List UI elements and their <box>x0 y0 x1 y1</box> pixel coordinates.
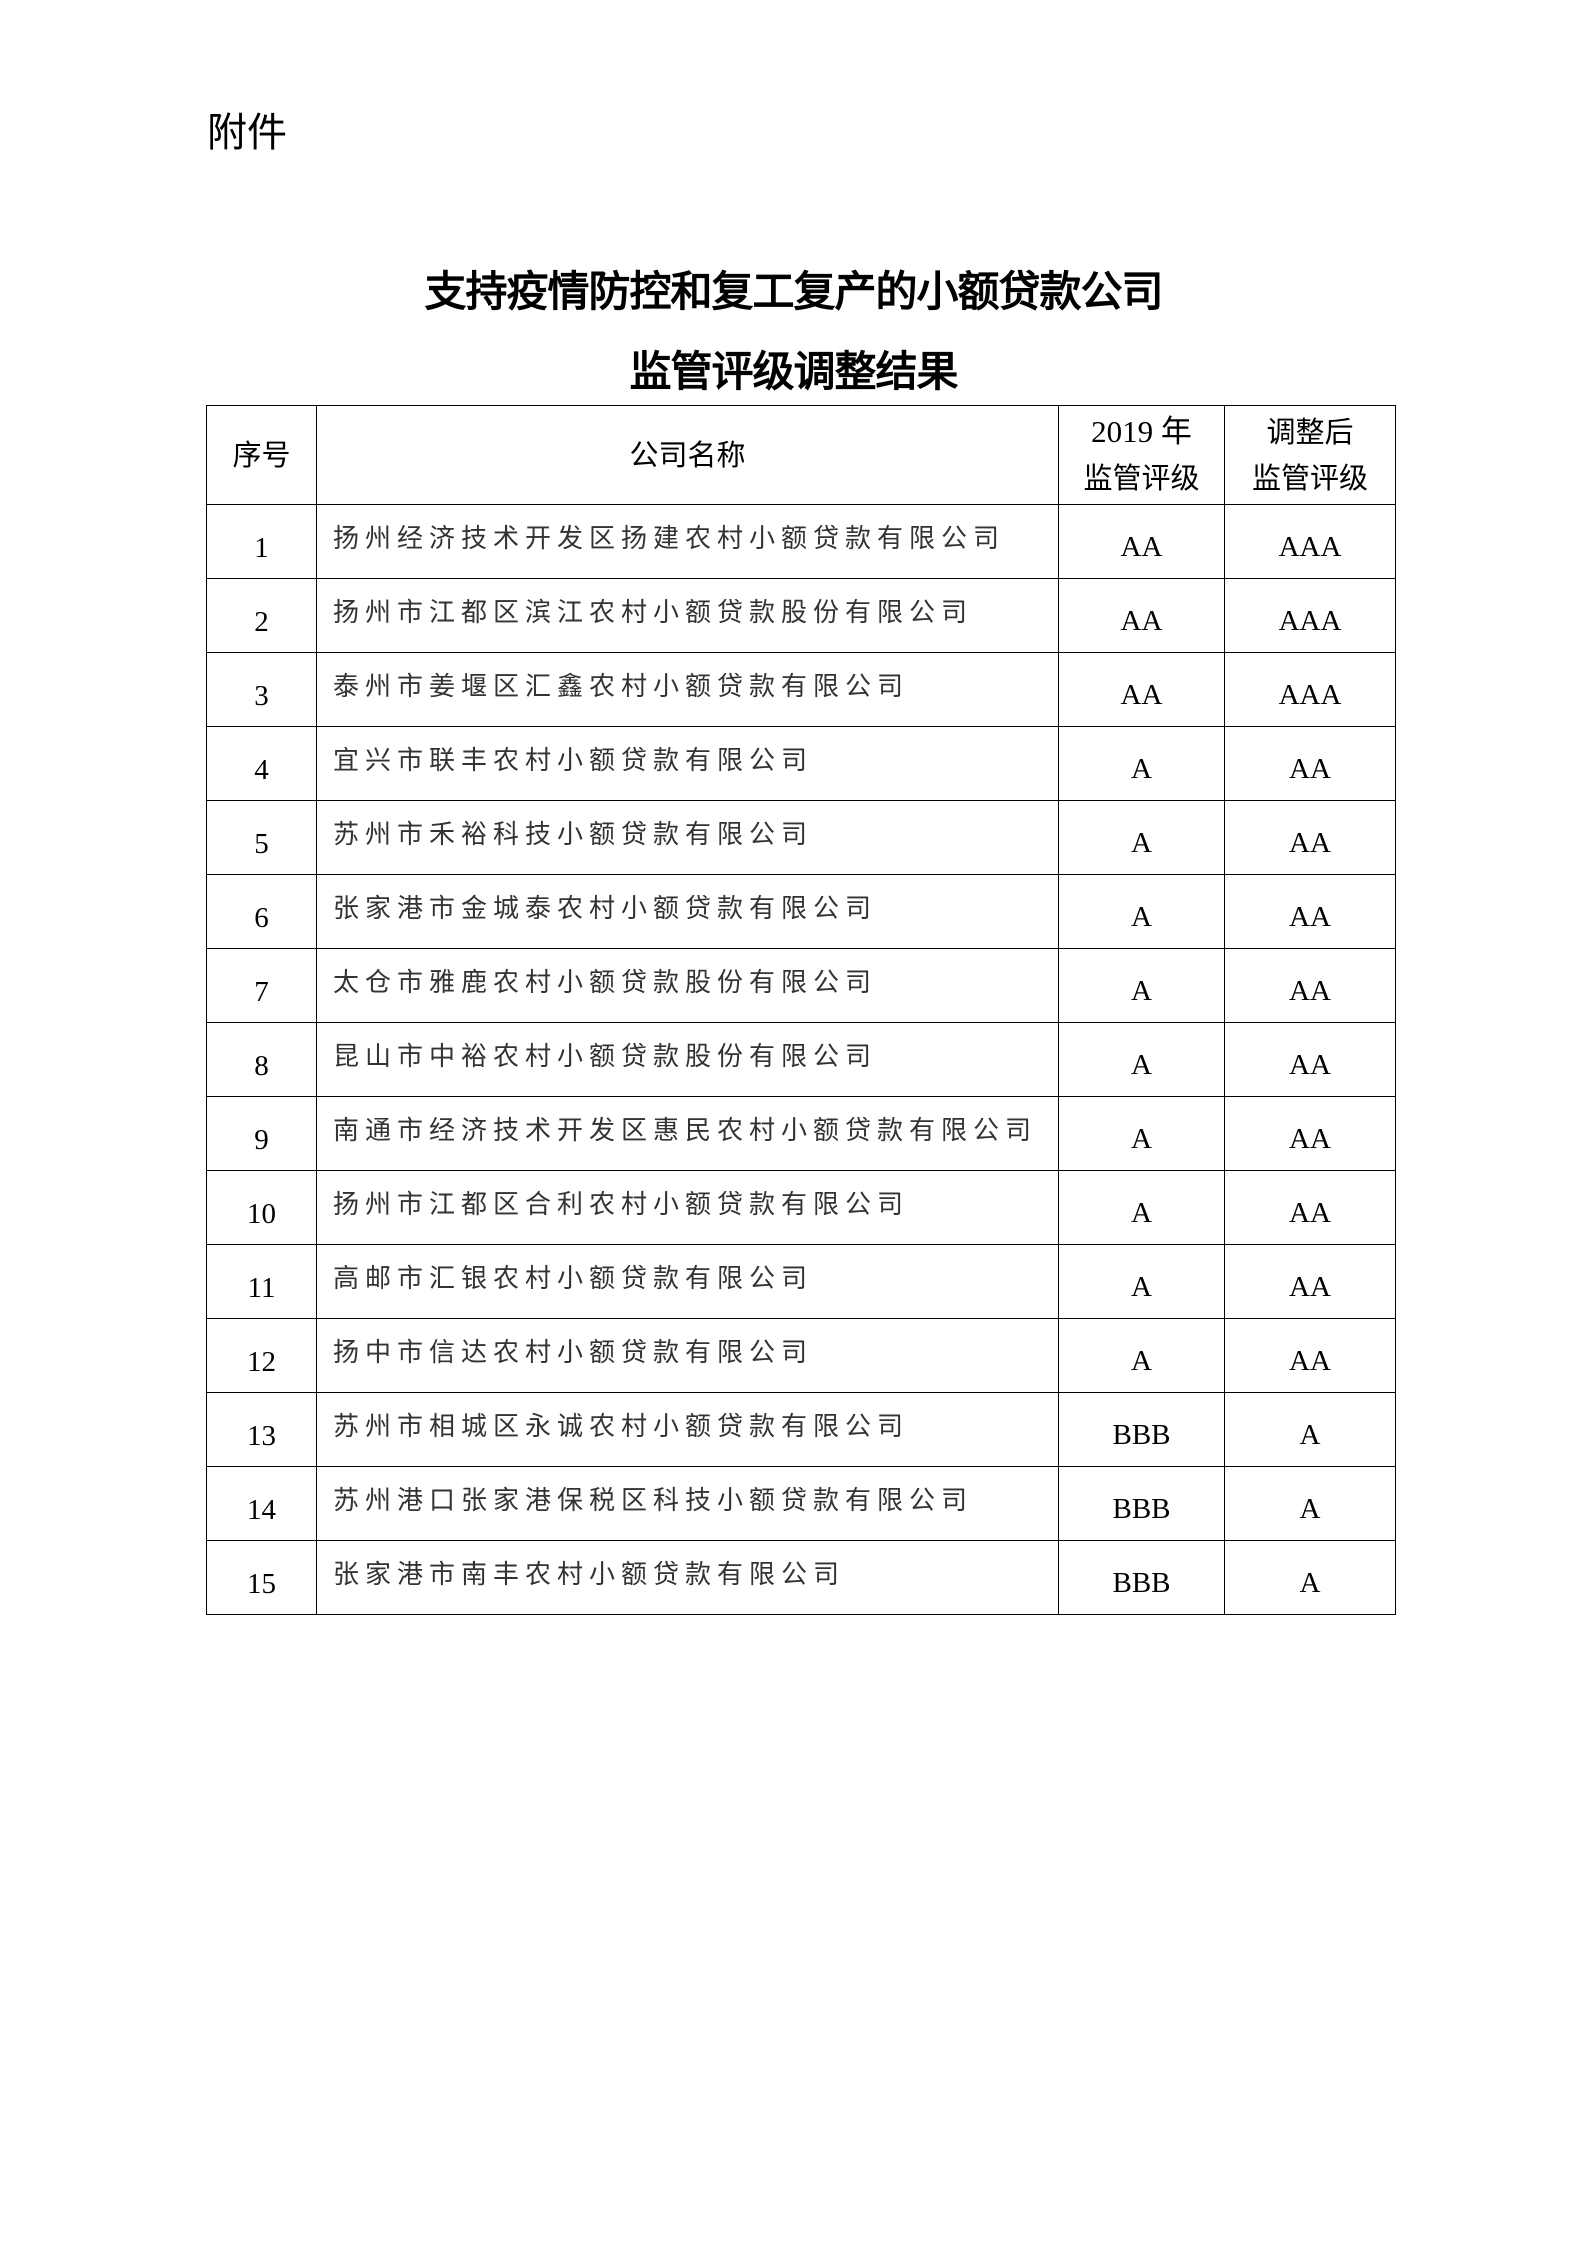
company-name: 张家港市南丰农村小额贷款有限公司 <box>316 1540 1059 1615</box>
table-row: 13 苏州市相城区永诚农村小额贷款有限公司 BBB A <box>206 1392 1396 1467</box>
company-name: 苏州市禾裕科技小额贷款有限公司 <box>316 800 1059 875</box>
header-no: 序号 <box>206 405 317 505</box>
row-no: 9 <box>206 1096 317 1171</box>
company-name: 苏州市相城区永诚农村小额贷款有限公司 <box>316 1392 1059 1467</box>
row-no: 8 <box>206 1022 317 1097</box>
rating-adjusted: AAA <box>1224 652 1396 727</box>
rating-2019: BBB <box>1058 1466 1225 1541</box>
company-name: 宜兴市联丰农村小额贷款有限公司 <box>316 726 1059 801</box>
attachment-label: 附件 <box>207 110 287 156</box>
rating-2019: AA <box>1058 652 1225 727</box>
rating-2019: A <box>1058 726 1225 801</box>
rating-adjusted: AA <box>1224 1244 1396 1319</box>
rating-adjusted: AAA <box>1224 504 1396 579</box>
row-no: 10 <box>206 1170 317 1245</box>
company-name: 扬州市江都区滨江农村小额贷款股份有限公司 <box>316 578 1059 653</box>
document-title-line2: 监管评级调整结果 <box>629 347 958 396</box>
rating-2019: AA <box>1058 504 1225 579</box>
row-no: 15 <box>206 1540 317 1615</box>
row-no: 11 <box>206 1244 317 1319</box>
company-name: 扬州经济技术开发区扬建农村小额贷款有限公司 <box>316 504 1059 579</box>
row-no: 5 <box>206 800 317 875</box>
header-rating-adjusted-line2: 监管评级 <box>1251 461 1368 495</box>
company-name: 太仓市雅鹿农村小额贷款股份有限公司 <box>316 948 1059 1023</box>
table-row: 14 苏州港口张家港保税区科技小额贷款有限公司 BBB A <box>206 1466 1396 1541</box>
rating-2019: BBB <box>1058 1392 1225 1467</box>
rating-adjusted: AA <box>1224 1022 1396 1097</box>
rating-2019: A <box>1058 874 1225 949</box>
row-no: 2 <box>206 578 317 653</box>
table-header-row: 序号 公司名称 2019 年监管评级 调整后 监管评级 <box>206 405 1396 505</box>
company-name: 南通市经济技术开发区惠民农村小额贷款有限公司 <box>316 1096 1059 1171</box>
header-rating-2019-line1: 2019 年 <box>1091 414 1192 449</box>
company-name: 扬中市信达农村小额贷款有限公司 <box>316 1318 1059 1393</box>
table-row: 6 张家港市金城泰农村小额贷款有限公司 A AA <box>206 874 1396 949</box>
rating-adjusted: AA <box>1224 800 1396 875</box>
rating-adjusted: A <box>1224 1540 1396 1615</box>
rating-2019: A <box>1058 1318 1225 1393</box>
row-no: 6 <box>206 874 317 949</box>
rating-adjusted: AA <box>1224 1318 1396 1393</box>
row-no: 4 <box>206 726 317 801</box>
rating-2019: A <box>1058 800 1225 875</box>
rating-2019: AA <box>1058 578 1225 653</box>
table-row: 10 扬州市江都区合利农村小额贷款有限公司 A AA <box>206 1170 1396 1245</box>
table-row: 12 扬中市信达农村小额贷款有限公司 A AA <box>206 1318 1396 1393</box>
table-row: 2 扬州市江都区滨江农村小额贷款股份有限公司 AA AAA <box>206 578 1396 653</box>
row-no: 1 <box>206 504 317 579</box>
header-rating-adjusted-line1: 调整后 <box>1266 415 1354 449</box>
table-row: 3 泰州市姜堰区汇鑫农村小额贷款有限公司 AA AAA <box>206 652 1396 727</box>
company-name: 泰州市姜堰区汇鑫农村小额贷款有限公司 <box>316 652 1059 727</box>
header-name: 公司名称 <box>316 405 1059 505</box>
table-row: 7 太仓市雅鹿农村小额贷款股份有限公司 A AA <box>206 948 1396 1023</box>
rating-2019: A <box>1058 1096 1225 1171</box>
rating-table: 序号 公司名称 2019 年监管评级 调整后 监管评级 1 扬州经济技术开发区扬建农… <box>206 405 1396 1615</box>
row-no: 12 <box>206 1318 317 1393</box>
table-row: 5 苏州市禾裕科技小额贷款有限公司 A AA <box>206 800 1396 875</box>
row-no: 13 <box>206 1392 317 1467</box>
rating-adjusted: AA <box>1224 1170 1396 1245</box>
rating-adjusted: AA <box>1224 1096 1396 1171</box>
header-rating-2019-line2: 监管评级 <box>1083 461 1200 495</box>
rating-2019: A <box>1058 1244 1225 1319</box>
rating-adjusted: AA <box>1224 726 1396 801</box>
table-row: 8 昆山市中裕农村小额贷款股份有限公司 A AA <box>206 1022 1396 1097</box>
company-name: 张家港市金城泰农村小额贷款有限公司 <box>316 874 1059 949</box>
table-row: 15 张家港市南丰农村小额贷款有限公司 BBB A <box>206 1540 1396 1615</box>
rating-adjusted: AAA <box>1224 578 1396 653</box>
rating-2019: BBB <box>1058 1540 1225 1615</box>
header-rating-adjusted: 调整后 监管评级 <box>1224 405 1396 505</box>
rating-2019: A <box>1058 948 1225 1023</box>
rating-2019: A <box>1058 1022 1225 1097</box>
company-name: 苏州港口张家港保税区科技小额贷款有限公司 <box>316 1466 1059 1541</box>
table-row: 4 宜兴市联丰农村小额贷款有限公司 A AA <box>206 726 1396 801</box>
document-title-line1: 支持疫情防控和复工复产的小额贷款公司 <box>424 267 1163 316</box>
header-rating-2019: 2019 年监管评级 <box>1058 405 1225 505</box>
row-no: 3 <box>206 652 317 727</box>
rating-adjusted: AA <box>1224 874 1396 949</box>
row-no: 14 <box>206 1466 317 1541</box>
table-row: 11 高邮市汇银农村小额贷款有限公司 A AA <box>206 1244 1396 1319</box>
rating-2019: A <box>1058 1170 1225 1245</box>
rating-adjusted: A <box>1224 1466 1396 1541</box>
table-row: 1 扬州经济技术开发区扬建农村小额贷款有限公司 AA AAA <box>206 504 1396 579</box>
company-name: 高邮市汇银农村小额贷款有限公司 <box>316 1244 1059 1319</box>
rating-adjusted: AA <box>1224 948 1396 1023</box>
company-name: 扬州市江都区合利农村小额贷款有限公司 <box>316 1170 1059 1245</box>
table-row: 9 南通市经济技术开发区惠民农村小额贷款有限公司 A AA <box>206 1096 1396 1171</box>
row-no: 7 <box>206 948 317 1023</box>
company-name: 昆山市中裕农村小额贷款股份有限公司 <box>316 1022 1059 1097</box>
rating-adjusted: A <box>1224 1392 1396 1467</box>
